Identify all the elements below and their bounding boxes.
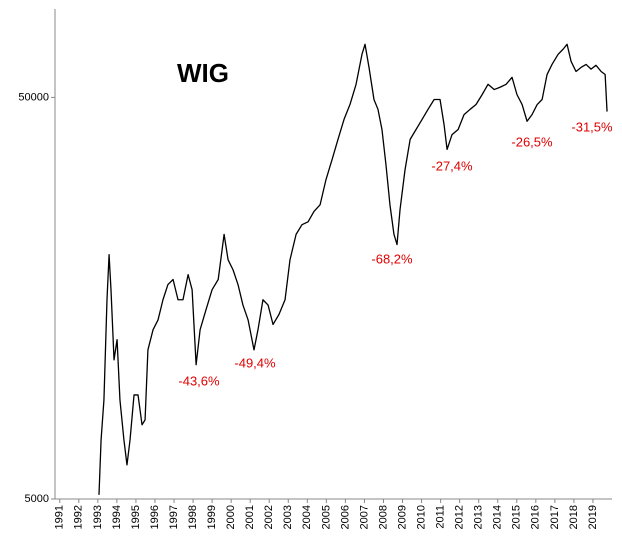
chart-title: WIG — [177, 58, 229, 88]
x-tick-label: 1996 — [149, 505, 161, 529]
x-tick-label: 2015 — [511, 505, 523, 529]
drawdown-label: -49,4% — [234, 355, 276, 370]
x-tick-label: 2011 — [435, 505, 447, 529]
x-tick-label: 2010 — [415, 505, 427, 529]
x-tick-label: 2012 — [454, 505, 466, 529]
x-tick-label: 2004 — [301, 505, 313, 529]
x-tick-label: 1993 — [92, 505, 104, 529]
x-tick-label: 2019 — [587, 505, 599, 529]
x-tick-label: 1992 — [73, 505, 85, 529]
x-tick-label: 2018 — [568, 505, 580, 529]
drawdown-label: -43,6% — [178, 373, 220, 388]
x-tick-label: 2002 — [263, 505, 275, 529]
x-tick-label: 1991 — [54, 505, 66, 529]
x-tick-label: 1998 — [187, 505, 199, 529]
drawdown-label: -26,5% — [511, 134, 553, 149]
x-tick-label: 2009 — [396, 505, 408, 529]
x-tick-label: 2014 — [492, 505, 504, 529]
x-tick-label: 2007 — [358, 505, 370, 529]
x-tick-label: 1995 — [130, 505, 142, 529]
y-tick-label: 50000 — [18, 91, 49, 103]
x-tick-label: 2017 — [549, 505, 561, 529]
drawdown-label: -31,5% — [571, 119, 613, 134]
x-tick-label: 2003 — [282, 505, 294, 529]
x-tick-label: 2016 — [530, 505, 542, 529]
x-tick-label: 2001 — [244, 505, 256, 529]
drawdown-label: -68,2% — [371, 251, 413, 266]
x-tick-label: 1997 — [168, 505, 180, 529]
x-tick-label: 2005 — [320, 505, 332, 529]
x-tick-label: 1994 — [111, 505, 123, 529]
drawdown-label: -27,4% — [431, 158, 473, 173]
x-tick-label: 2006 — [339, 505, 351, 529]
y-tick-label: 5000 — [25, 493, 49, 505]
x-tick-label: 1999 — [206, 505, 218, 529]
price-line — [98, 43, 608, 495]
x-tick-label: 2008 — [377, 505, 389, 529]
x-tick-label: 2013 — [473, 505, 485, 529]
x-tick-label: 2000 — [225, 505, 237, 529]
